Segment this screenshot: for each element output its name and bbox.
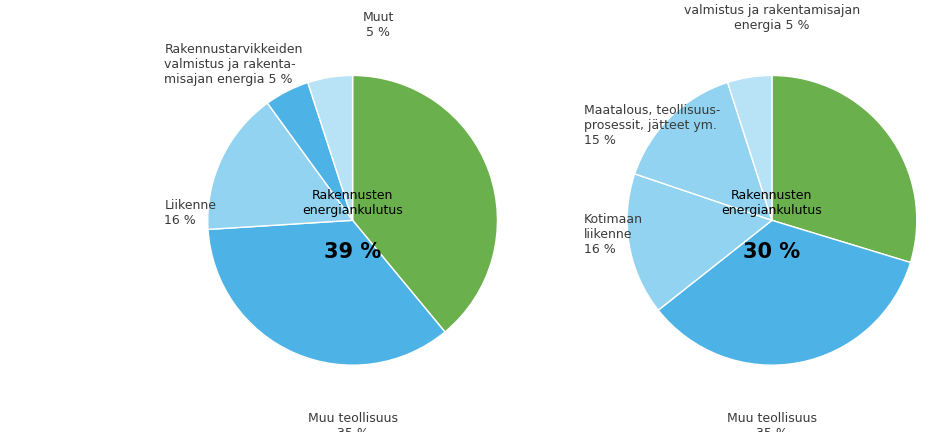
Wedge shape [726, 76, 771, 220]
Wedge shape [268, 83, 352, 220]
Wedge shape [208, 220, 445, 365]
Text: Rakennusten
energiankulutus: Rakennusten energiankulutus [721, 189, 822, 217]
Wedge shape [352, 76, 497, 332]
Text: Kotimaan
liikenne
16 %: Kotimaan liikenne 16 % [583, 213, 642, 256]
Text: Rakennusten
energiankulutus: Rakennusten energiankulutus [302, 189, 403, 217]
Wedge shape [307, 76, 352, 220]
Text: Muut
5 %: Muut 5 % [362, 11, 393, 39]
Wedge shape [771, 76, 916, 263]
Text: Rakennustarvikkeiden
valmistus ja rakenta-
misajan energia 5 %: Rakennustarvikkeiden valmistus ja rakent… [164, 43, 303, 86]
Wedge shape [634, 83, 771, 220]
Text: Maatalous, teollisuus-
prosessit, jätteet ym.
15 %: Maatalous, teollisuus- prosessit, jättee… [583, 105, 720, 147]
Text: 30 %: 30 % [743, 242, 800, 262]
Text: Liikenne
16 %: Liikenne 16 % [164, 199, 216, 227]
Wedge shape [626, 174, 771, 310]
Text: 39 %: 39 % [324, 242, 381, 262]
Wedge shape [658, 220, 909, 365]
Text: Muu teollisuus
35 %: Muu teollisuus 35 % [307, 412, 397, 432]
Wedge shape [208, 103, 352, 229]
Text: Muu teollisuus
35 %: Muu teollisuus 35 % [726, 412, 816, 432]
Text: Rakennustarvikkeiden
valmistus ja rakentamisajan
energia 5 %: Rakennustarvikkeiden valmistus ja rakent… [684, 0, 859, 32]
